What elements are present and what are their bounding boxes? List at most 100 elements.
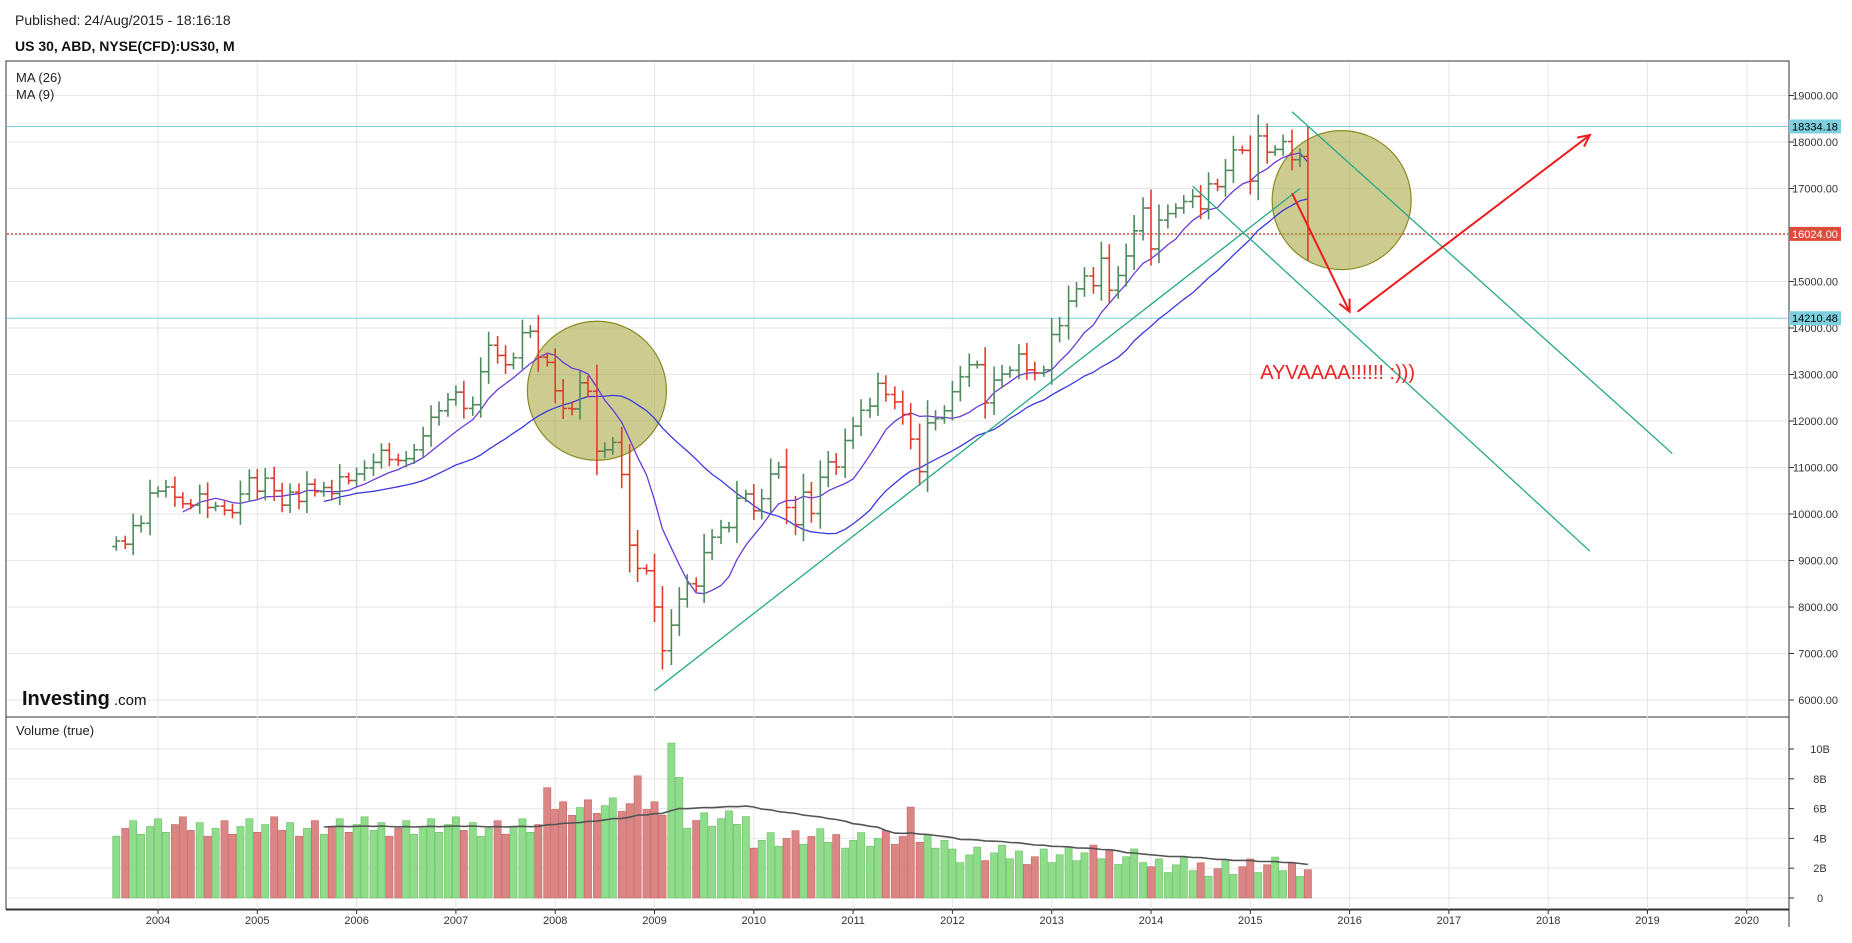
- ohlc-bar: [600, 442, 609, 458]
- price-tag-label: 16024.00: [1792, 229, 1838, 241]
- volume-bar: [866, 845, 874, 899]
- time-tick-label: 2014: [1139, 915, 1163, 927]
- volume-bar: [1296, 876, 1304, 899]
- volume-bar: [1229, 874, 1238, 899]
- volume-bar: [658, 815, 667, 899]
- ohlc-bar: [245, 469, 254, 502]
- ohlc-bar: [791, 495, 800, 536]
- ohlc-bar: [1271, 145, 1280, 156]
- ohlc-bar: [857, 399, 866, 437]
- ohlc-bar: [1047, 317, 1056, 385]
- ohlc-bar: [683, 574, 692, 608]
- ohlc-bar: [865, 397, 874, 418]
- volume-bar: [129, 820, 138, 899]
- volume-bar: [518, 818, 527, 899]
- volume-bar: [493, 820, 502, 899]
- volume-bar: [1171, 864, 1180, 899]
- volume-bar: [650, 801, 659, 899]
- ohlc-bar: [385, 442, 394, 467]
- ohlc-bar: [981, 347, 990, 419]
- time-tick-label: 2011: [841, 915, 865, 927]
- ohlc-bar: [583, 375, 592, 398]
- volume-bar: [733, 824, 741, 899]
- volume-bar: [906, 806, 915, 899]
- time-tick-label: 2020: [1735, 915, 1759, 927]
- price-tick-label: 8000.00: [1798, 602, 1838, 614]
- volume-axis-ticks: 10B 8B 6B 4B 2B 0: [1789, 744, 1830, 905]
- volume-bar: [881, 830, 890, 899]
- volume-tick-label: 10B: [1810, 744, 1830, 756]
- horizontal-levels: [7, 125, 1788, 319]
- ohlc-bar: [956, 366, 965, 402]
- trend-drawings: [654, 111, 1673, 692]
- ohlc-bar: [1229, 135, 1238, 184]
- ohlc-bar: [1072, 281, 1081, 308]
- ohlc-bar: [170, 476, 179, 507]
- volume-bar: [526, 831, 535, 899]
- volume-bar: [608, 797, 617, 899]
- volume-bar: [1179, 856, 1188, 899]
- ohlc-bar: [633, 530, 642, 583]
- volume-bar: [344, 831, 353, 899]
- volume-bar: [782, 838, 791, 899]
- volume-bar: [692, 820, 701, 899]
- time-tick-label: 2005: [245, 915, 269, 927]
- volume-bar: [195, 822, 204, 899]
- ohlc-bar: [493, 336, 502, 364]
- ohlc-bar: [1171, 203, 1180, 218]
- time-tick-label: 2019: [1635, 915, 1659, 927]
- ohlc-bar: [1105, 244, 1114, 303]
- arrow-shaft: [1356, 134, 1591, 313]
- volume-bar: [154, 818, 162, 899]
- volume-bar: [220, 820, 229, 899]
- ohlc-bar: [617, 426, 626, 489]
- volume-bar: [559, 801, 568, 899]
- price-tick-label: 9000.00: [1798, 556, 1838, 568]
- volume-bar: [857, 832, 865, 899]
- volume-bar: [633, 775, 642, 899]
- ohlc-bar: [931, 410, 940, 431]
- volume-bar: [915, 841, 924, 899]
- volume-bar: [965, 854, 974, 899]
- ma26-line: [323, 198, 1309, 535]
- trendline: [654, 187, 1301, 692]
- arrow-shaft: [1291, 192, 1351, 313]
- volume-bar: [270, 816, 279, 899]
- volume-bar: [435, 831, 443, 899]
- volume-bar: [757, 840, 766, 899]
- ohlc-bar: [841, 428, 850, 478]
- ohlc-bar: [137, 515, 146, 533]
- price-tick-label: 6000.00: [1798, 695, 1838, 707]
- ohlc-bar: [278, 482, 287, 513]
- volume-bar: [551, 809, 560, 899]
- price-tag-label: 18334.18: [1792, 121, 1838, 133]
- volume-bar: [501, 833, 510, 899]
- volume-bar: [394, 828, 403, 899]
- ohlc-bar: [468, 396, 477, 416]
- ohlc-bar: [112, 536, 121, 551]
- ohlc-bar: [253, 468, 262, 500]
- ohlc-bar: [1064, 285, 1073, 340]
- ohlc-bar: [1139, 197, 1148, 241]
- ohlc-bar: [1122, 243, 1131, 287]
- volume-bar: [1139, 862, 1147, 899]
- logo-domain: .com: [114, 692, 147, 709]
- volume-bar: [1221, 860, 1230, 899]
- price-tags: 18334.18 16024.00 14210.48: [1789, 119, 1841, 326]
- price-tick-label: 13000.00: [1792, 370, 1838, 382]
- ohlc-bar: [799, 473, 808, 542]
- ohlc-bar: [501, 345, 510, 374]
- ohlc-bar: [211, 501, 220, 512]
- time-tick-label: 2008: [543, 915, 567, 927]
- ohlc-bar: [1246, 135, 1255, 195]
- volume-bar: [1089, 844, 1098, 899]
- ohlc-bar: [410, 443, 419, 464]
- ohlc-bar: [890, 386, 899, 410]
- chart-symbol-title: US 30, ABD, NYSE(CFD):US30, M: [15, 38, 235, 54]
- price-tag-box: [1789, 311, 1841, 326]
- ohlc-bar: [700, 533, 709, 603]
- volume-bar: [1163, 872, 1172, 899]
- volume-bar: [1114, 864, 1123, 899]
- volume-bar: [956, 862, 965, 899]
